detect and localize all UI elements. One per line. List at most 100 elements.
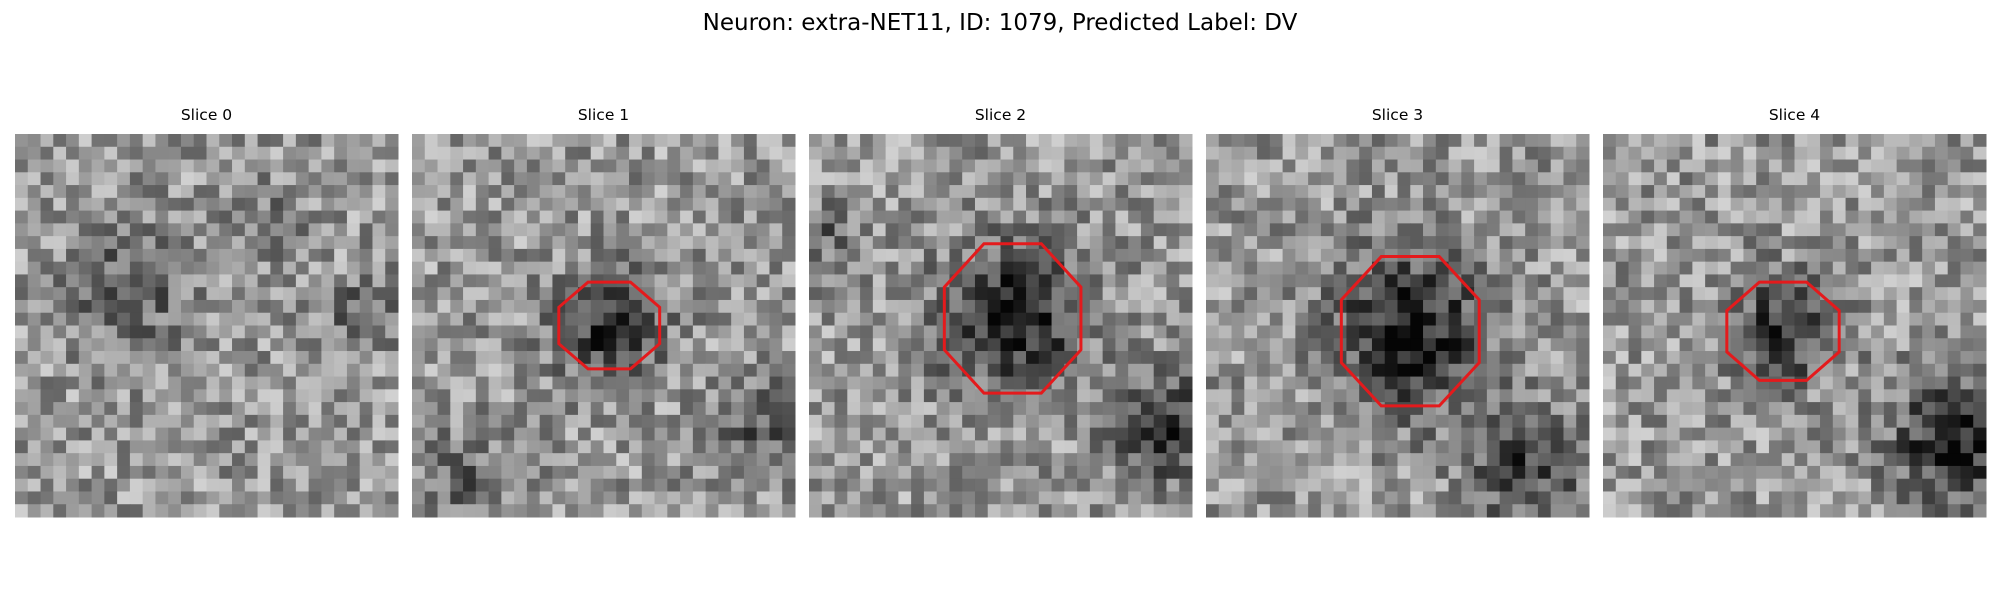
pixel — [731, 159, 745, 173]
pixel — [104, 402, 118, 416]
pixel — [1641, 159, 1655, 173]
pixel — [15, 185, 29, 199]
pixel — [232, 172, 246, 186]
pixel — [1435, 172, 1450, 186]
pixel — [372, 478, 386, 492]
pixel — [1845, 159, 1859, 173]
pixel — [475, 351, 490, 365]
pixel — [270, 312, 284, 326]
pixel — [1397, 299, 1411, 314]
pixel — [782, 134, 796, 148]
pixel — [616, 478, 630, 492]
pixel — [129, 248, 144, 263]
pixel — [1282, 146, 1296, 161]
pixel — [962, 478, 976, 492]
pixel — [40, 376, 54, 390]
pixel — [923, 414, 938, 429]
pixel — [731, 402, 745, 416]
pixel — [539, 287, 553, 301]
pixel — [91, 134, 105, 148]
pixel — [450, 274, 464, 288]
pixel — [1257, 504, 1271, 518]
pixel — [782, 427, 796, 441]
pixel — [834, 159, 848, 173]
pixel — [1244, 325, 1258, 339]
pixel — [180, 312, 195, 326]
pixel — [424, 248, 439, 263]
pixel — [27, 274, 42, 288]
pixel — [1461, 363, 1475, 378]
pixel — [66, 172, 80, 186]
pixel — [1166, 172, 1180, 186]
pixel — [782, 210, 796, 224]
pixel — [872, 197, 887, 212]
pixel — [1257, 427, 1271, 441]
pixel — [898, 453, 912, 467]
pixel — [1858, 185, 1872, 199]
pixel — [1654, 402, 1668, 416]
pixel — [731, 389, 745, 403]
pixel — [1576, 465, 1590, 480]
pixel — [705, 414, 719, 429]
pixel — [962, 414, 976, 429]
pixel — [821, 427, 836, 441]
pixel — [1140, 338, 1155, 352]
pixel — [321, 440, 335, 454]
pixel — [526, 363, 541, 378]
pixel — [847, 223, 861, 237]
pixel — [424, 491, 439, 505]
pixel — [193, 146, 207, 161]
pixel — [1525, 248, 1539, 263]
pixel — [359, 427, 373, 441]
pixel — [1909, 325, 1923, 339]
pixel — [1871, 453, 1885, 467]
pixel — [1077, 287, 1091, 301]
pixel — [1038, 146, 1053, 161]
pixel — [257, 453, 271, 467]
pixel — [1896, 236, 1910, 250]
pixel — [692, 453, 707, 467]
pixel — [1218, 376, 1233, 390]
pixel — [334, 414, 348, 429]
pixel — [834, 261, 848, 275]
pixel — [898, 146, 912, 161]
pixel — [692, 146, 707, 161]
pixel — [1115, 402, 1129, 416]
pixel — [1333, 185, 1347, 199]
pixel — [1756, 389, 1770, 403]
pixel — [1603, 427, 1617, 441]
pixel — [308, 351, 322, 365]
pixel — [1359, 312, 1373, 326]
pixel — [1794, 440, 1808, 454]
pixel — [552, 134, 566, 148]
pixel — [1308, 274, 1322, 288]
pixel — [463, 248, 477, 263]
pixel — [475, 223, 490, 237]
pixel — [1013, 248, 1027, 263]
pixel — [53, 210, 67, 224]
pixel — [1206, 465, 1220, 480]
pixel — [1883, 172, 1898, 186]
pixel — [1026, 248, 1040, 263]
pixel — [1102, 389, 1116, 403]
pixel — [1102, 236, 1116, 250]
pixel — [1320, 338, 1335, 352]
pixel — [603, 402, 617, 416]
pixel — [1550, 312, 1564, 326]
pixel — [283, 376, 297, 390]
pixel — [1486, 248, 1501, 263]
pixel — [244, 465, 259, 480]
pixel — [1166, 363, 1180, 378]
pixel — [1308, 478, 1322, 492]
pixel — [1461, 236, 1475, 250]
pixel — [1666, 134, 1681, 148]
pixel — [1244, 210, 1258, 224]
pixel — [1679, 351, 1693, 365]
pixel — [27, 261, 42, 275]
pixel — [1960, 236, 1974, 250]
pixel — [1871, 325, 1885, 339]
pixel — [1026, 427, 1040, 441]
pixel — [1730, 236, 1744, 250]
pixel — [117, 440, 131, 454]
pixel — [1717, 287, 1732, 301]
